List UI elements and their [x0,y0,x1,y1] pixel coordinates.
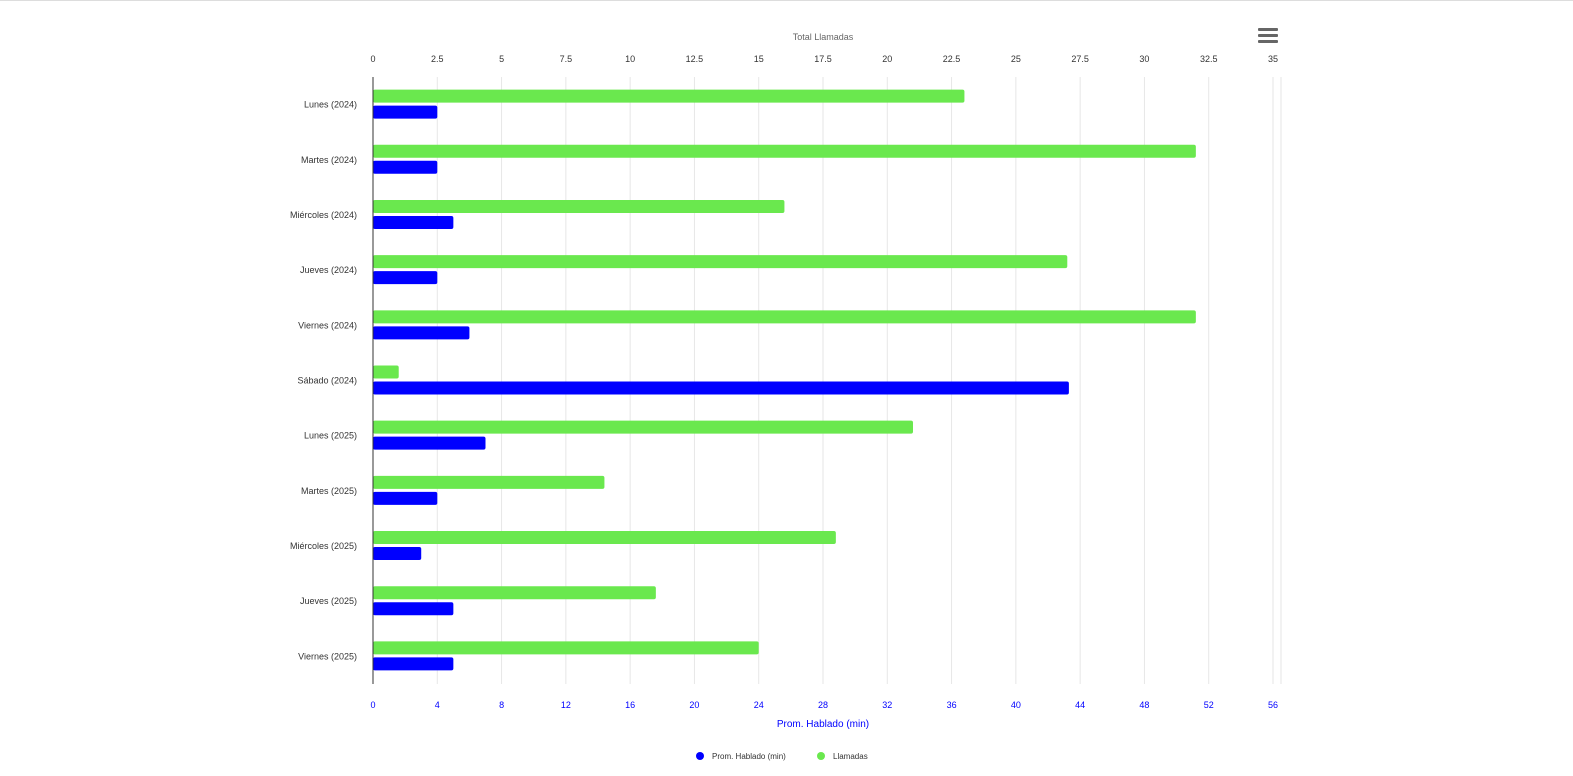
bottom-axis-tick-label: 24 [754,700,764,710]
category-label: Martes (2025) [301,486,357,496]
bottom-axis-tick-label: 44 [1075,700,1085,710]
top-axis-tick-label: 5 [499,54,504,64]
top-axis-tick-label: 22.5 [943,54,961,64]
top-border [0,0,1573,1]
bar-llamadas [373,531,836,545]
category-label: Viernes (2024) [298,320,357,330]
top-axis-tick-label: 30 [1139,54,1149,64]
category-label: Lunes (2024) [304,100,357,110]
bottom-axis-tick-label: 16 [625,700,635,710]
bar-llamadas [373,420,913,434]
bar-llamadas [373,310,1196,324]
top-axis-tick-label: 25 [1011,54,1021,64]
top-axis-tick-label: 32.5 [1200,54,1218,64]
category-label: Jueves (2025) [300,596,357,606]
bar-prom-hablado [373,436,486,450]
top-axis-tick-label: 2.5 [431,54,444,64]
top-axis-tick-label: 10 [625,54,635,64]
bar-llamadas [373,255,1068,269]
bar-llamadas [373,641,759,655]
top-axis-title: Total Llamadas [793,32,854,42]
bottom-axis-tick-label: 20 [689,700,699,710]
category-label: Miércoles (2025) [290,541,357,551]
bottom-axis-tick-label: 36 [947,700,957,710]
top-axis-tick-label: 20 [882,54,892,64]
bar-prom-hablado [373,657,454,671]
category-label: Viernes (2025) [298,651,357,661]
legend-item[interactable]: Llamadas [833,752,868,761]
bar-llamadas [373,586,656,600]
bottom-axis-tick-label: 4 [435,700,440,710]
top-axis-tick-label: 12.5 [686,54,704,64]
legend-marker [817,752,825,760]
bottom-axis-tick-label: 56 [1268,700,1278,710]
hamburger-icon-line [1258,40,1278,43]
bar-prom-hablado [373,326,470,340]
bar-llamadas [373,199,785,213]
bottom-axis-title: Prom. Hablado (min) [777,719,869,730]
bar-prom-hablado [373,160,438,174]
legend-item[interactable]: Prom. Hablado (min) [712,752,786,761]
bar-prom-hablado [373,602,454,616]
category-label: Lunes (2025) [304,431,357,441]
bar-prom-hablado [373,271,438,285]
top-axis-tick-label: 0 [370,54,375,64]
bar-llamadas [373,144,1196,158]
top-axis-tick-label: 17.5 [814,54,832,64]
category-label: Sábado (2024) [297,376,357,386]
category-label: Miércoles (2024) [290,210,357,220]
bottom-axis-tick-label: 32 [882,700,892,710]
category-label: Martes (2024) [301,155,357,165]
bar-prom-hablado [373,547,422,561]
hamburger-icon-line [1258,34,1278,37]
bar-prom-hablado [373,105,438,119]
bar-llamadas [373,475,605,489]
bottom-axis-tick-label: 8 [499,700,504,710]
bar-prom-hablado [373,215,454,229]
bottom-axis-tick-label: 40 [1011,700,1021,710]
chart-menu-button[interactable] [1258,28,1278,44]
bar-llamadas [373,89,965,103]
bar-prom-hablado [373,381,1069,395]
bar-llamadas [373,365,399,379]
hamburger-icon [1258,28,1278,31]
top-axis-tick-label: 27.5 [1071,54,1089,64]
bar-prom-hablado [373,491,438,505]
top-axis-tick-label: 7.5 [560,54,573,64]
bottom-axis-tick-label: 52 [1204,700,1214,710]
category-label: Jueves (2024) [300,265,357,275]
bottom-axis-tick-label: 28 [818,700,828,710]
top-axis-tick-label: 15 [754,54,764,64]
bottom-axis-tick-label: 12 [561,700,571,710]
bottom-axis-tick-label: 48 [1139,700,1149,710]
legend-marker [696,752,704,760]
bottom-axis-tick-label: 0 [370,700,375,710]
top-axis-tick-label: 35 [1268,54,1278,64]
